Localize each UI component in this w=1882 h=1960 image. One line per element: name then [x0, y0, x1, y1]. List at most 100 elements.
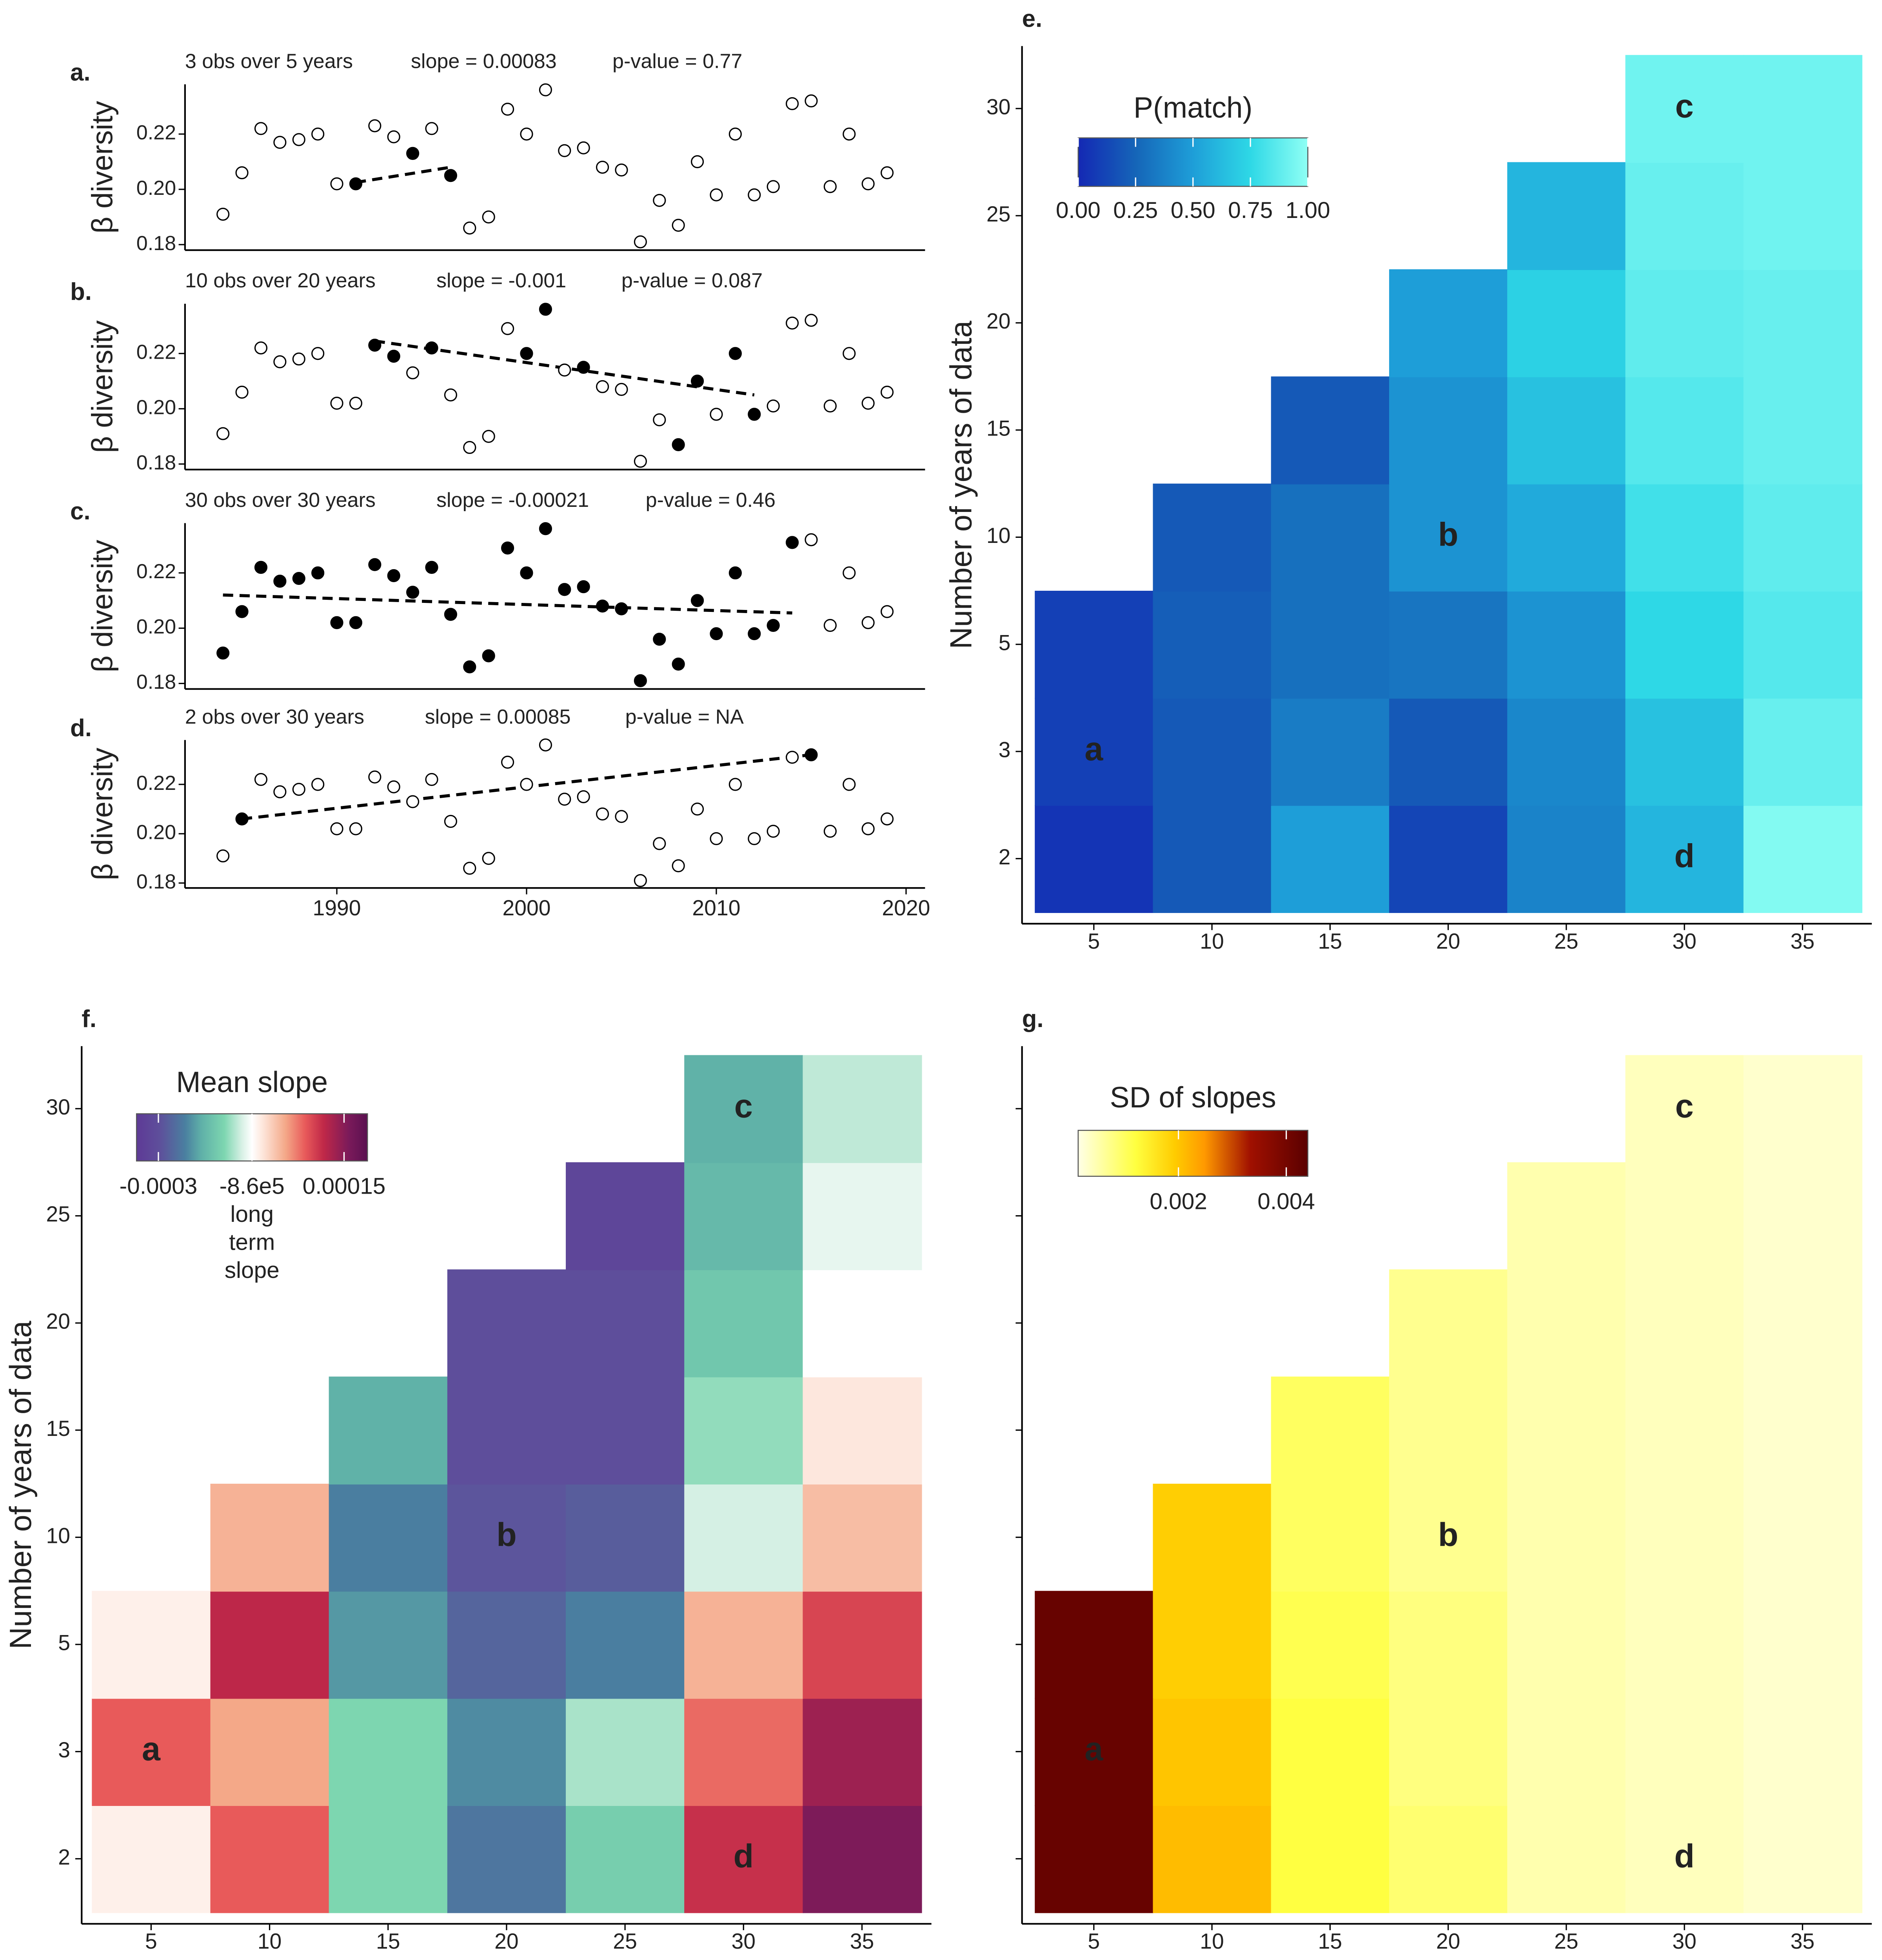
x-tick-label: 5: [145, 1929, 157, 1953]
data-point: [785, 97, 799, 111]
heatmap-cell: [684, 1698, 804, 1806]
data-point: [254, 561, 268, 574]
panel-label: c.: [70, 498, 91, 525]
data-point: [425, 341, 438, 355]
cell-annotation: b: [1438, 516, 1459, 553]
heatmap-cell: [1507, 1162, 1626, 1270]
cell-annotation: a: [1085, 730, 1103, 767]
data-point: [406, 147, 420, 160]
data-point: [368, 119, 381, 132]
data-point: [748, 627, 761, 641]
x-tick-label: 10: [258, 1929, 282, 1953]
heatmap-cell: [447, 1805, 567, 1913]
heatmap-cell: [684, 1591, 804, 1699]
colorbar-title: Mean slope: [176, 1065, 328, 1098]
data-point: [558, 583, 571, 596]
heatmap-cell: [447, 1698, 567, 1806]
data-point: [463, 441, 476, 454]
slope-label: slope = -0.001: [436, 269, 566, 292]
heatmap-cell: [1389, 376, 1508, 485]
data-point: [653, 837, 666, 850]
data-point: [767, 180, 780, 193]
heatmap-cell: [1389, 591, 1508, 699]
heatmap-cell: [1389, 483, 1508, 592]
y-tick-label: 20: [46, 1309, 70, 1334]
heatmap-cell: [1625, 1483, 1744, 1592]
data-point: [880, 166, 894, 180]
data-point: [805, 533, 818, 546]
heatmap-cell: [803, 1376, 922, 1485]
heatmap-cell: [447, 1591, 567, 1699]
y-tick-label: 0.20: [136, 821, 176, 844]
heatmap-cell: [1507, 1698, 1626, 1806]
data-point: [273, 136, 287, 149]
data-point: [710, 832, 723, 846]
colorbar-title: P(match): [1134, 91, 1253, 124]
data-point: [843, 778, 856, 791]
data-point: [823, 824, 837, 838]
y-tick-label: 0.20: [136, 177, 176, 200]
y-tick-label: 0.18: [136, 452, 176, 474]
heatmap-cell: [1507, 162, 1626, 270]
heatmap-cell: [1743, 376, 1862, 485]
data-point: [748, 832, 761, 846]
data-point: [425, 122, 438, 135]
heatmap-cell: [1743, 162, 1862, 270]
colorbar-title: SD of slopes: [1110, 1081, 1276, 1114]
heatmap-cell: [1389, 1698, 1508, 1806]
heatmap-cell: [1153, 1591, 1272, 1699]
data-point: [539, 738, 552, 751]
heatmap-cell: [1625, 55, 1744, 163]
heatmap-cell: [329, 1376, 448, 1485]
data-point: [672, 657, 685, 671]
heatmap-cell: [1153, 1698, 1272, 1806]
heatmap-cell: [1153, 591, 1272, 699]
x-tick-label: 35: [1791, 1929, 1815, 1953]
heatmap-cell: [566, 1805, 685, 1913]
data-point: [823, 180, 837, 193]
p-value-label: p-value = 0.77: [612, 50, 742, 73]
data-point: [216, 849, 230, 863]
y-axis-label: β diversity: [86, 748, 119, 880]
data-point: [235, 812, 249, 826]
heatmap-cell: [1743, 805, 1862, 913]
colorbar-tick-label: 0.004: [1257, 1189, 1315, 1214]
data-point: [785, 751, 799, 764]
heatmap-cell: [684, 1805, 804, 1913]
heatmap-cell: [1507, 1269, 1626, 1377]
colorbar-tick-label: 0.75: [1228, 198, 1273, 223]
heatmap-cell: [1389, 1269, 1508, 1377]
heatmap-cell: [1625, 591, 1744, 699]
data-point: [690, 374, 704, 388]
cell-annotation: c: [1675, 1087, 1694, 1125]
data-point: [368, 770, 381, 784]
data-point: [349, 822, 363, 835]
data-point: [710, 188, 723, 201]
data-point: [425, 561, 438, 574]
heatmap-cell: [1153, 483, 1272, 592]
data-point: [501, 322, 514, 335]
y-tick-label: 3: [999, 738, 1011, 762]
data-point: [406, 586, 420, 599]
trend-line: [355, 165, 451, 184]
heatmap-cell: [1625, 162, 1744, 270]
heatmap-cell: [803, 1591, 922, 1699]
panel-label: f.: [82, 1005, 96, 1033]
heatmap-cell: [1507, 805, 1626, 913]
data-point: [558, 363, 571, 377]
y-axis-label: β diversity: [86, 539, 119, 672]
data-point: [292, 352, 305, 366]
data-point: [368, 558, 381, 571]
data-point: [311, 566, 325, 580]
data-point: [615, 602, 628, 615]
data-point: [520, 566, 533, 580]
data-point: [767, 399, 780, 413]
data-point: [672, 859, 685, 873]
colorbar-note: slope: [225, 1258, 280, 1283]
heatmap-cell: [1507, 1591, 1626, 1699]
data-point: [748, 408, 761, 421]
heatmap-cell: [1743, 591, 1862, 699]
colorbar-tick-label: -0.0003: [120, 1173, 198, 1199]
data-point: [596, 380, 609, 393]
x-tick-label: 2020: [882, 896, 930, 920]
